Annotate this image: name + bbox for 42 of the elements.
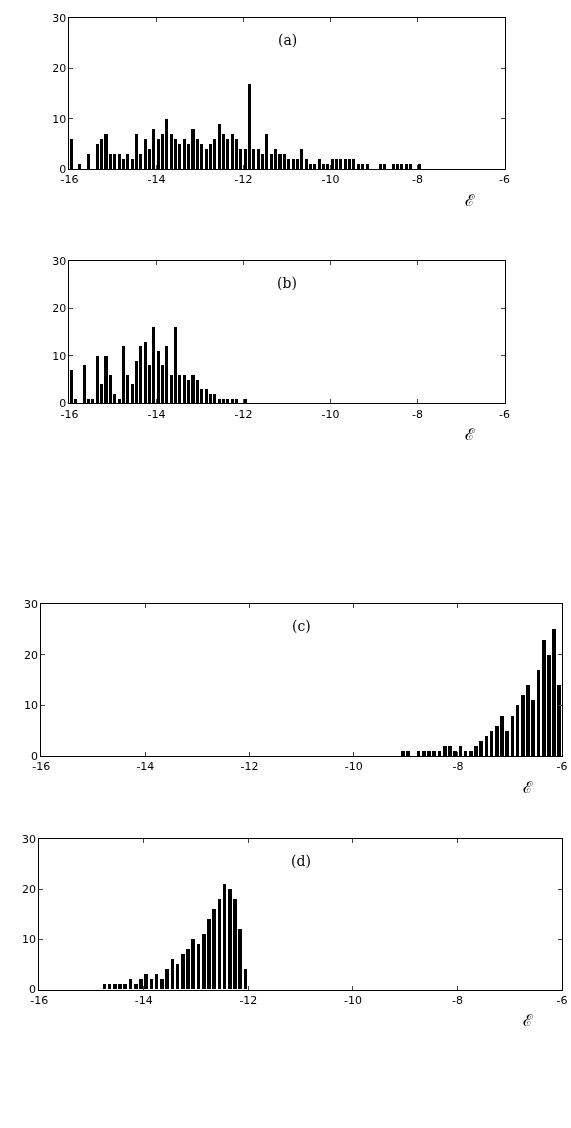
annotation: (c) <box>292 618 311 634</box>
y-tick-label: 30 <box>22 833 37 847</box>
x-tick-label: -8 <box>412 407 424 421</box>
x-tick-label: -12 <box>234 407 253 421</box>
y-tick-label: 10 <box>23 699 38 713</box>
x-tick-label: -14 <box>147 173 166 187</box>
y-tick-label: 0 <box>59 162 67 176</box>
x-axis-title: ℰ <box>523 1011 533 1030</box>
x-tick-label: -10 <box>321 173 340 187</box>
y-tick-label: 10 <box>22 933 37 947</box>
y-tick-label: 20 <box>52 62 67 76</box>
y-tick-label: 30 <box>52 254 67 268</box>
x-tick-label: -16 <box>60 173 79 187</box>
x-tick-label: -8 <box>412 173 424 187</box>
annotation: (d) <box>291 853 311 869</box>
x-axis-title: ℰ <box>465 191 475 210</box>
y-tick-label: 20 <box>22 883 37 897</box>
x-tick-label: -14 <box>147 407 166 421</box>
x-tick-label: -14 <box>136 760 155 774</box>
y-tick-label: 10 <box>52 349 67 363</box>
x-tick-label: -6 <box>499 173 511 187</box>
annotation: (a) <box>278 32 298 48</box>
x-tick-label: -8 <box>452 993 464 1007</box>
x-axis-title: ℰ <box>465 425 475 444</box>
x-tick-label: -12 <box>234 173 253 187</box>
y-tick-label: 10 <box>52 112 67 126</box>
y-tick-label: 20 <box>52 302 67 316</box>
x-tick-label: -6 <box>499 407 511 421</box>
y-tick-label: 20 <box>23 648 38 662</box>
x-tick-label: -12 <box>240 760 259 774</box>
x-tick-label: -10 <box>343 993 362 1007</box>
x-tick-label: -14 <box>134 993 153 1007</box>
y-tick-label: 30 <box>23 597 38 611</box>
annotation: (b) <box>277 275 297 291</box>
x-tick-label: -8 <box>452 760 464 774</box>
x-tick-label: -12 <box>239 993 258 1007</box>
x-tick-label: -6 <box>556 760 568 774</box>
x-tick-label: -6 <box>556 993 568 1007</box>
x-tick-label: -10 <box>344 760 363 774</box>
x-axis-title: ℰ <box>523 778 533 797</box>
x-tick-label: -10 <box>321 407 340 421</box>
y-tick-label: 30 <box>52 11 67 25</box>
